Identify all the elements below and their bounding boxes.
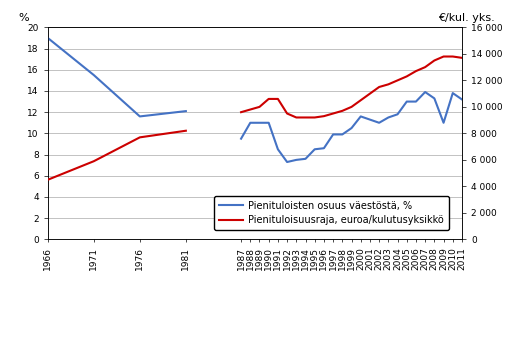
Pienituloisuusraja, euroa/kulutusyksikkö xyxy=(376,85,382,89)
Pienituloisuusraja, euroa/kulutusyksikkö xyxy=(367,92,373,96)
Pienituloisten osuus väestöstä, % xyxy=(459,97,465,102)
Pienituloisuusraja, euroa/kulutusyksikkö xyxy=(256,105,263,109)
Pienituloisten osuus väestöstä, % xyxy=(284,160,290,164)
Pienituloisten osuus väestöstä, % xyxy=(395,112,401,116)
Pienituloisten osuus väestöstä, % xyxy=(413,100,419,104)
Pienituloisuusraja, euroa/kulutusyksikkö xyxy=(266,97,272,101)
Pienituloisten osuus väestöstä, % xyxy=(376,121,382,125)
Text: €/kul. yks.: €/kul. yks. xyxy=(439,13,495,23)
Pienituloisten osuus väestöstä, % xyxy=(247,121,253,125)
Pienituloisten osuus väestöstä, % xyxy=(293,158,299,162)
Pienituloisten osuus väestöstä, % xyxy=(302,157,309,161)
Pienituloisten osuus väestöstä, % xyxy=(238,136,244,141)
Pienituloisuusraja, euroa/kulutusyksikkö xyxy=(348,105,355,109)
Pienituloisten osuus väestöstä, % xyxy=(422,90,429,94)
Pienituloisten osuus väestöstä, % xyxy=(330,132,336,136)
Pienituloisten osuus väestöstä, % xyxy=(404,100,410,104)
Pienituloisuusraja, euroa/kulutusyksikkö xyxy=(293,116,299,120)
Pienituloisuusraja, euroa/kulutusyksikkö xyxy=(284,111,290,116)
Pienituloisuusraja, euroa/kulutusyksikkö xyxy=(395,78,401,82)
Pienituloisten osuus väestöstä, % xyxy=(440,121,447,125)
Pienituloisten osuus väestöstä, % xyxy=(367,118,373,122)
Line: Pienituloisuusraja, euroa/kulutusyksikkö: Pienituloisuusraja, euroa/kulutusyksikkö xyxy=(241,56,462,118)
Pienituloisten osuus väestöstä, % xyxy=(450,91,456,95)
Pienituloisuusraja, euroa/kulutusyksikkö xyxy=(247,107,253,111)
Pienituloisuusraja, euroa/kulutusyksikkö xyxy=(385,82,391,87)
Pienituloisuusraja, euroa/kulutusyksikkö xyxy=(404,74,410,78)
Pienituloisuusraja, euroa/kulutusyksikkö xyxy=(302,116,309,120)
Pienituloisuusraja, euroa/kulutusyksikkö xyxy=(339,109,346,113)
Pienituloisuusraja, euroa/kulutusyksikkö xyxy=(357,98,364,102)
Pienituloisuusraja, euroa/kulutusyksikkö xyxy=(450,54,456,58)
Pienituloisten osuus väestöstä, % xyxy=(385,115,391,119)
Pienituloisuusraja, euroa/kulutusyksikkö xyxy=(431,58,438,63)
Pienituloisuusraja, euroa/kulutusyksikkö xyxy=(238,110,244,114)
Text: %: % xyxy=(19,13,29,23)
Pienituloisten osuus väestöstä, % xyxy=(312,147,318,152)
Pienituloisuusraja, euroa/kulutusyksikkö xyxy=(440,54,447,58)
Pienituloisten osuus väestöstä, % xyxy=(431,96,438,101)
Pienituloisten osuus väestöstä, % xyxy=(266,121,272,125)
Pienituloisten osuus väestöstä, % xyxy=(339,132,346,136)
Pienituloisten osuus väestöstä, % xyxy=(357,114,364,118)
Pienituloisten osuus väestöstä, % xyxy=(321,146,327,150)
Pienituloisuusraja, euroa/kulutusyksikkö xyxy=(321,114,327,118)
Pienituloisten osuus väestöstä, % xyxy=(256,121,263,125)
Pienituloisuusraja, euroa/kulutusyksikkö xyxy=(413,69,419,73)
Pienituloisuusraja, euroa/kulutusyksikkö xyxy=(422,65,429,69)
Line: Pienituloisten osuus väestöstä, %: Pienituloisten osuus väestöstä, % xyxy=(241,92,462,162)
Pienituloisuusraja, euroa/kulutusyksikkö xyxy=(459,56,465,60)
Pienituloisuusraja, euroa/kulutusyksikkö xyxy=(312,116,318,120)
Pienituloisten osuus väestöstä, % xyxy=(348,126,355,130)
Pienituloisten osuus väestöstä, % xyxy=(275,147,281,152)
Pienituloisuusraja, euroa/kulutusyksikkö xyxy=(275,97,281,101)
Legend: Pienituloisten osuus väestöstä, %, Pienituloisuusraja, euroa/kulutusyksikkö: Pienituloisten osuus väestöstä, %, Pieni… xyxy=(214,196,449,230)
Pienituloisuusraja, euroa/kulutusyksikkö xyxy=(330,111,336,116)
